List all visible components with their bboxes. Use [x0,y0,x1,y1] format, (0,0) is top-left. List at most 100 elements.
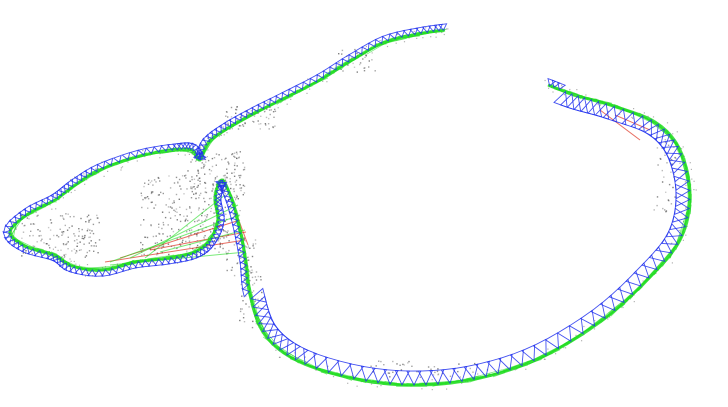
map-point [186,250,188,252]
map-point [210,210,212,212]
map-point [227,161,229,163]
map-point [147,198,150,200]
map-point [270,109,272,111]
map-point [198,177,200,180]
covisibility-edge [206,143,209,147]
trajectory-path [8,28,692,387]
keyframe-frustum [402,28,413,37]
map-point [197,179,199,181]
covisibility-edge [340,62,348,71]
map-point [599,104,601,106]
map-point [78,228,80,230]
map-point [172,230,175,233]
map-point [251,276,254,279]
keyframe-frustum [87,269,97,277]
map-point [59,215,62,217]
map-point [224,179,227,181]
covisibility-edge [215,217,221,231]
map-point [162,192,164,195]
keyframe-frustum [474,360,490,378]
map-point [239,184,241,186]
keyframe-frustum [653,133,671,150]
map-point [266,108,268,110]
map-point [261,291,263,294]
map-point [161,245,163,247]
map-point [264,110,266,113]
map-point [234,168,236,171]
map-point [251,291,253,293]
covisibility-edge [611,105,648,119]
keyframe-frustum [669,215,687,231]
keyframe-frustum [354,46,363,55]
map-point [188,240,191,242]
keyframe-frustum [551,79,561,89]
map-point [230,183,232,186]
map-point [229,178,231,180]
map-point [193,183,196,185]
map-point [416,370,418,373]
map-point [152,191,154,193]
map-point [402,363,404,366]
map-point [208,204,210,206]
map-point [387,372,390,374]
map-point [239,210,241,212]
map-point [661,169,663,172]
map-point [341,53,343,55]
keyframe-frustum [145,146,155,155]
map-point [198,219,200,221]
map-point [69,258,71,260]
map-point [419,376,422,378]
map-point [255,279,258,281]
covisibility-edge [320,372,334,375]
keyframe-frustum [498,353,513,371]
map-point [199,146,201,148]
map-point [97,168,100,170]
map-point [176,219,178,221]
map-point [223,237,225,239]
map-point [226,177,228,179]
map-point [226,132,228,134]
keyframe-frustum [417,370,434,386]
keyframe-frustum [215,223,225,233]
keyframe-frustum [134,260,144,269]
keyframe-frustum [190,252,200,261]
map-point [224,220,226,223]
map-point [525,368,527,370]
map-point [190,233,192,235]
map-point [257,275,259,278]
map-point [201,220,203,222]
keyframe-frustum [272,328,289,346]
keyframe-frustum [185,253,195,262]
covisibility-edge [566,91,575,96]
map-point [239,176,241,179]
map-point [205,218,207,221]
map-point [158,226,160,228]
map-point [155,235,157,237]
map-point [253,115,256,117]
map-point [84,234,86,237]
map-point [220,134,222,136]
map-point [212,187,214,189]
map-point [583,325,585,328]
map-point [15,228,17,230]
map-point [678,229,680,231]
keyframe-frustum [674,183,691,200]
keyframe-frustum [286,338,302,356]
map-point [202,159,204,161]
map-point [86,216,89,218]
keyframe-frustum [218,121,227,131]
map-point [62,197,64,199]
map-point [158,194,160,196]
keyframe-frustum [241,280,249,291]
keyframe-frustum [78,169,87,179]
map-point [197,170,199,172]
map-point [187,170,189,172]
map-point [183,193,185,195]
map-point [152,235,155,238]
map-point [21,255,23,257]
keyframe-frustum [22,204,31,214]
map-point [656,147,659,149]
map-point [136,160,138,162]
keyframe-frustum [122,263,132,272]
map-point [61,234,63,236]
